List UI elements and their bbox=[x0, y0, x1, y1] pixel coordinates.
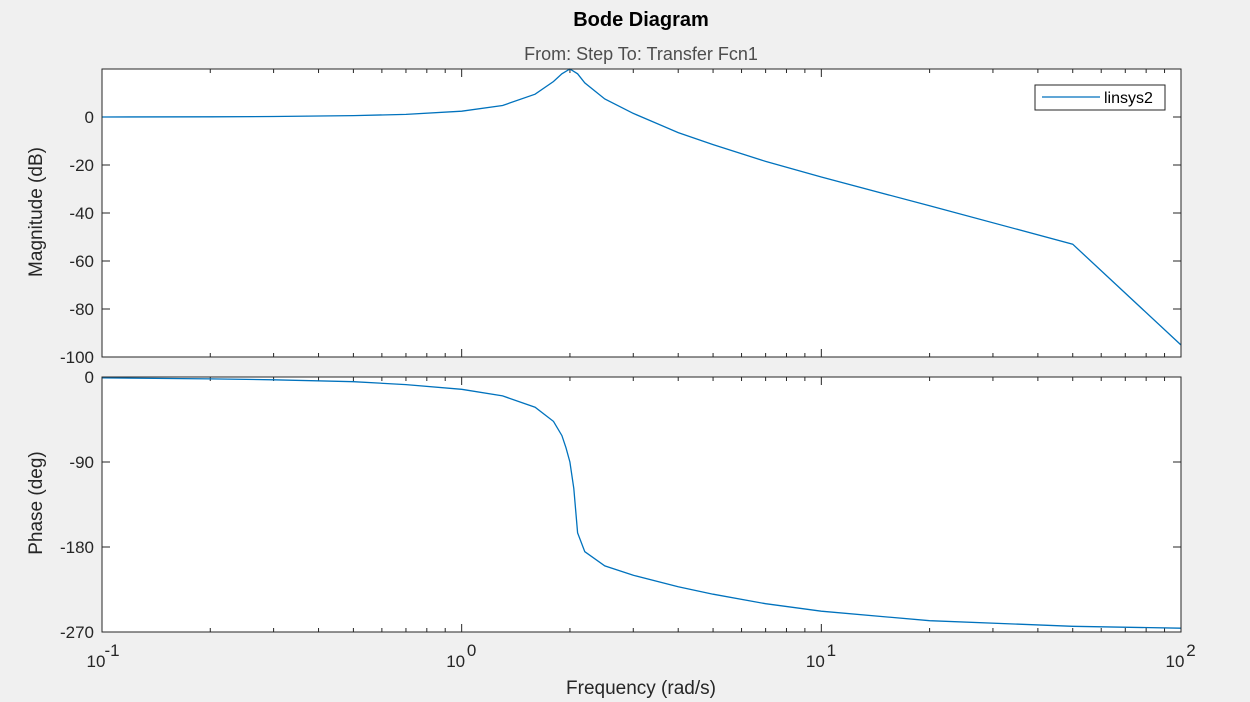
magnitude-y-tick-label: -20 bbox=[69, 156, 94, 175]
magnitude-y-tick-label: -80 bbox=[69, 300, 94, 319]
chart-subtitle: From: Step To: Transfer Fcn1 bbox=[524, 44, 758, 64]
phase-axes-box bbox=[101, 376, 1182, 633]
x-tick-exponent: 0 bbox=[467, 641, 476, 660]
x-tick-label: 10 bbox=[1166, 652, 1185, 671]
magnitude-y-tick-label: -60 bbox=[69, 252, 94, 271]
x-axis-label: Frequency (rad/s) bbox=[566, 678, 716, 699]
magnitude-y-tick-label: 0 bbox=[85, 108, 94, 127]
legend-entry-linsys2: linsys2 bbox=[1104, 90, 1153, 107]
phase-series-linsys2 bbox=[101, 377, 1182, 629]
x-tick-exponent: 1 bbox=[827, 641, 836, 660]
x-tick-label: 10 bbox=[446, 652, 465, 671]
magnitude-panel: 0 -20 -40 -60 -80 -100 bbox=[60, 68, 1182, 367]
phase-y-tick-label: -270 bbox=[60, 623, 94, 642]
magnitude-y-tick-label: -40 bbox=[69, 204, 94, 223]
x-tick-exponent: 2 bbox=[1186, 641, 1195, 660]
phase-panel: 0 -90 -180 -270 bbox=[60, 368, 1182, 642]
phase-y-tick-label: -90 bbox=[69, 453, 94, 472]
phase-plot-area bbox=[102, 377, 1181, 632]
x-tick-label: 10 bbox=[806, 652, 825, 671]
magnitude-series-linsys2 bbox=[101, 68, 1182, 346]
legend[interactable]: linsys2 bbox=[1034, 84, 1166, 111]
x-tick-label: 10 bbox=[87, 652, 106, 671]
phase-y-tick-label: -180 bbox=[60, 538, 94, 557]
x-tick-exponent: -1 bbox=[104, 641, 119, 660]
phase-y-tick-label: 0 bbox=[85, 368, 94, 387]
phase-y-axis-label: Phase (deg) bbox=[26, 451, 47, 555]
magnitude-y-axis-label: Magnitude (dB) bbox=[26, 147, 47, 277]
chart-title: Bode Diagram bbox=[573, 9, 709, 31]
magnitude-axes-box bbox=[101, 68, 1182, 358]
magnitude-y-tick-label: -100 bbox=[60, 348, 94, 367]
magnitude-plot-area bbox=[102, 69, 1181, 357]
